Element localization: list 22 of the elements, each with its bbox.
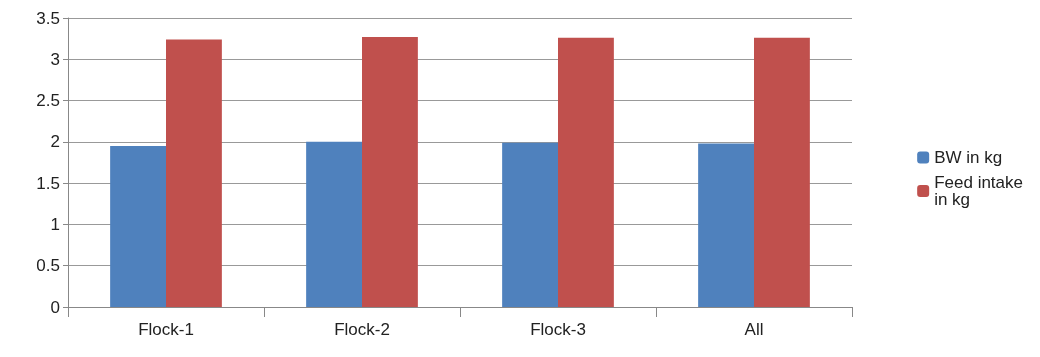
x-tick-label: Flock-1 [138, 320, 194, 339]
bar [362, 36, 418, 307]
x-tick-label: All [744, 320, 764, 339]
x-tick-label: Flock-3 [530, 320, 586, 339]
bar [306, 141, 362, 307]
bar [754, 37, 810, 307]
bar [110, 145, 166, 307]
bar [502, 142, 558, 307]
y-tick-label: 0.5 [36, 256, 60, 276]
y-tick-label: 0 [50, 297, 60, 317]
y-tick-label: 3.5 [36, 8, 60, 28]
y-tick-label: 3 [50, 49, 60, 69]
y-tick-label: 2.5 [36, 91, 60, 111]
bar [698, 143, 754, 307]
bar [166, 39, 222, 307]
legend-label: Feed intake in kg [934, 173, 1024, 209]
x-tick-label: Flock-2 [334, 320, 390, 339]
bar [558, 37, 614, 307]
legend-label: BW in kg [934, 148, 1003, 167]
y-tick-label: 2 [50, 132, 60, 152]
y-tick-label: 1.5 [36, 173, 60, 193]
y-tick-label: 1 [50, 214, 60, 234]
